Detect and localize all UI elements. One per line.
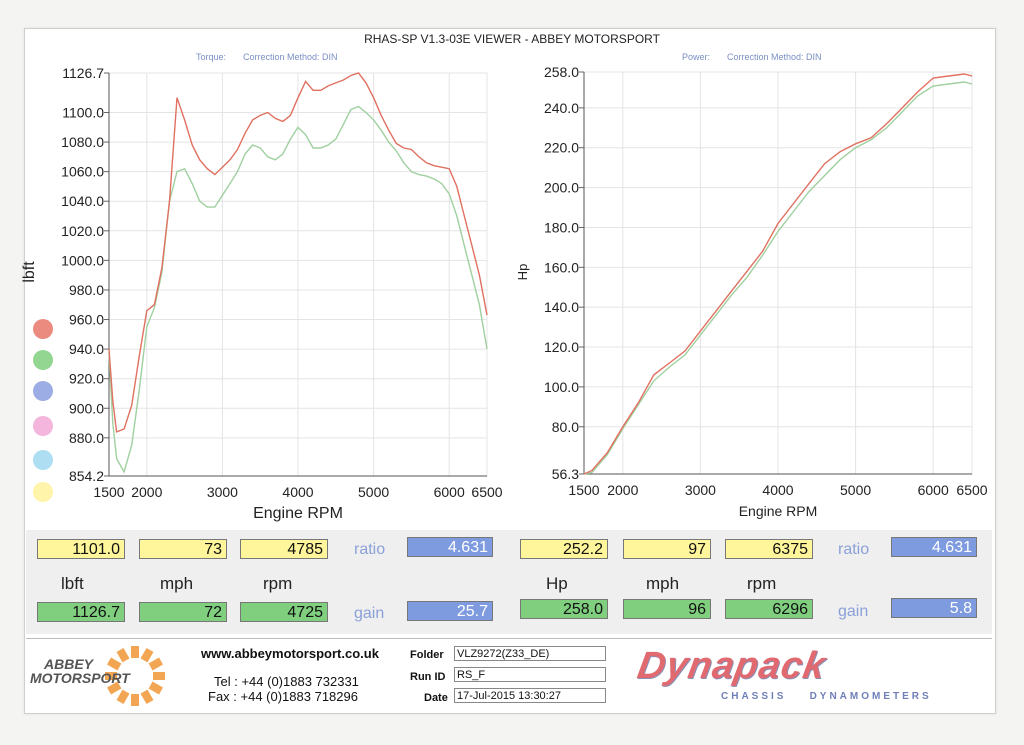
gain-label-right: gain	[838, 603, 869, 620]
unit-mph-label-right: mph	[646, 574, 680, 593]
legend-swatch-cyan	[33, 450, 53, 470]
run-id-label: Run ID	[410, 671, 446, 683]
folder-label: Folder	[410, 649, 444, 661]
power-rpm-box: 6375	[725, 539, 813, 559]
legend-swatch-blue	[33, 381, 53, 401]
unit-hp-label: Hp	[546, 574, 568, 593]
peak-power-mph-box: 96	[623, 599, 711, 619]
gain-value-box-right: 5.8	[891, 598, 977, 618]
website-text: www.abbeymotorsport.co.uk	[201, 646, 379, 661]
gain-value-box: 25.7	[407, 601, 493, 621]
torque-rpm-box: 4785	[240, 539, 328, 559]
unit-mph-label: mph	[160, 574, 194, 593]
gain-label: gain	[354, 605, 385, 622]
legend-swatch-green	[33, 350, 53, 370]
date-field: 17-Jul-2015 13:30:27	[454, 688, 606, 703]
peak-torque-rpm-box: 4725	[240, 602, 328, 622]
peak-torque-mph-box: 72	[139, 602, 227, 622]
peak-power-rpm-box: 6296	[725, 599, 813, 619]
torque-correction-method: Correction Method: DIN	[243, 52, 338, 62]
telephone-text: Tel : +44 (0)1883 732331	[214, 674, 359, 689]
fax-text: Fax : +44 (0)1883 718296	[208, 689, 358, 704]
logo-line2: MOTORSPORT	[30, 670, 130, 686]
footer: ABBEY MOTORSPORT www.abbeymotorsport.co.…	[26, 638, 992, 711]
power-subheader-label: Power:	[682, 52, 711, 62]
legend-swatch-yellow	[33, 482, 53, 502]
power-value-box: 252.2	[520, 539, 608, 559]
peak-torque-box: 1126.7	[37, 602, 125, 622]
torque-subheader-label: Torque:	[196, 52, 227, 62]
power-mph-box: 97	[623, 539, 711, 559]
power-correction-method: Correction Method: DIN	[727, 52, 822, 62]
date-label: Date	[424, 692, 448, 704]
ratio-label: ratio	[354, 541, 386, 558]
run-id-field: RS_F	[454, 667, 606, 682]
unit-lbft-label: lbft	[61, 574, 84, 593]
dynapack-subtitle: CHASSIS DYNAMOMETERS	[721, 691, 932, 702]
unit-rpm-label: rpm	[263, 574, 293, 593]
ratio-value-box: 4.631	[407, 537, 493, 557]
logo-line1: ABBEY	[44, 656, 94, 672]
sunburst-logo-icon	[105, 646, 165, 706]
unit-rpm-label-right: rpm	[747, 574, 777, 593]
dynapack-brand: Dynapack	[634, 645, 830, 687]
legend-swatch-pink	[33, 416, 53, 436]
report-title: RHAS-SP V1.3-03E VIEWER - ABBEY MOTORSPO…	[364, 32, 660, 46]
peak-power-box: 258.0	[520, 599, 608, 619]
folder-field: VLZ9272(Z33_DE)	[454, 646, 606, 661]
ratio-label-right: ratio	[838, 541, 870, 558]
torque-mph-box: 73	[139, 539, 227, 559]
ratio-value-box-right: 4.631	[891, 537, 977, 557]
logo-text: ABBEY MOTORSPORT	[30, 657, 130, 685]
torque-value-box: 1101.0	[37, 539, 125, 559]
legend-swatch-red	[33, 319, 53, 339]
